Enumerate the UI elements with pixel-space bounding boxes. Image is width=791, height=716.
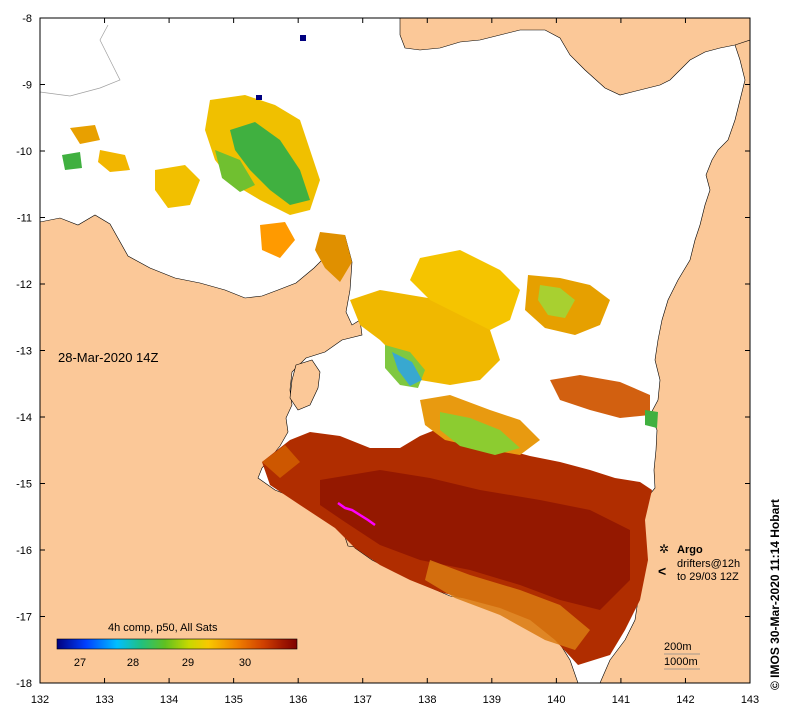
latitude-tick-label: -17 — [16, 612, 32, 624]
latitude-axis: -8 -9 -10 -11 -12 -13 -14 -15 -16 -17 -18 — [16, 13, 750, 690]
latitude-tick-label: -12 — [16, 279, 32, 291]
latitude-tick-label: -15 — [16, 479, 32, 491]
colorbar-tick: 30 — [239, 657, 251, 669]
argo-label: Argo — [677, 544, 703, 556]
land-new-guinea — [399, 18, 750, 96]
longitude-tick-label: 137 — [354, 694, 372, 706]
colorbar-title: 4h comp, p50, All Sats — [108, 622, 218, 634]
latitude-tick-label: -14 — [16, 412, 32, 424]
argo-marker-icon: ✲ — [659, 542, 669, 556]
longitude-tick-label: 143 — [741, 694, 759, 706]
depth-contour-key: 200m 1000m — [664, 641, 700, 670]
colorbar-tick: 28 — [127, 657, 139, 669]
latitude-tick-label: -8 — [22, 13, 32, 25]
drifter-track — [337, 501, 376, 527]
sst-field — [62, 35, 658, 665]
longitude-tick-label: 136 — [289, 694, 307, 706]
longitude-tick-label: 132 — [31, 694, 49, 706]
imos-credit: © IMOS 30-Mar-2020 11:14 Hobart — [768, 499, 782, 690]
island-groote-eylandt — [289, 359, 321, 411]
timestamp-label: 28-Mar-2020 14Z — [58, 350, 158, 365]
colorbar-tick: 27 — [74, 657, 86, 669]
latitude-tick-label: -16 — [16, 545, 32, 557]
latitude-tick-label: -13 — [16, 346, 32, 358]
longitude-axis: 132 133 134 135 136 137 138 139 140 141 142 143 — [31, 18, 759, 706]
observation-legend: ✲ Argo drifters@12h < to 29/03 12Z — [658, 542, 740, 583]
contour-1000m-label: 1000m — [664, 656, 698, 668]
drifters-label: drifters@12h — [677, 558, 740, 570]
drifters-date: to 29/03 12Z — [677, 571, 739, 583]
longitude-tick-label: 140 — [547, 694, 565, 706]
latitude-tick-label: -10 — [16, 146, 32, 158]
longitude-tick-label: 133 — [95, 694, 113, 706]
latitude-tick-label: -9 — [22, 80, 32, 92]
coast-timor — [40, 24, 121, 97]
latitude-tick-label: -18 — [16, 678, 32, 690]
contour-200m-label: 200m — [664, 641, 692, 653]
colorbar-gradient — [56, 638, 298, 650]
longitude-tick-label: 142 — [676, 694, 694, 706]
longitude-tick-label: 134 — [160, 694, 178, 706]
colorbar: 4h comp, p50, All Sats 27 28 29 30 — [56, 622, 298, 669]
latitude-tick-label: -11 — [17, 213, 32, 225]
drifter-marker-icon: < — [658, 563, 666, 579]
colorbar-tick: 29 — [182, 657, 194, 669]
longitude-tick-label: 138 — [418, 694, 436, 706]
longitude-tick-label: 139 — [483, 694, 501, 706]
longitude-tick-label: 141 — [612, 694, 630, 706]
longitude-tick-label: 135 — [224, 694, 242, 706]
